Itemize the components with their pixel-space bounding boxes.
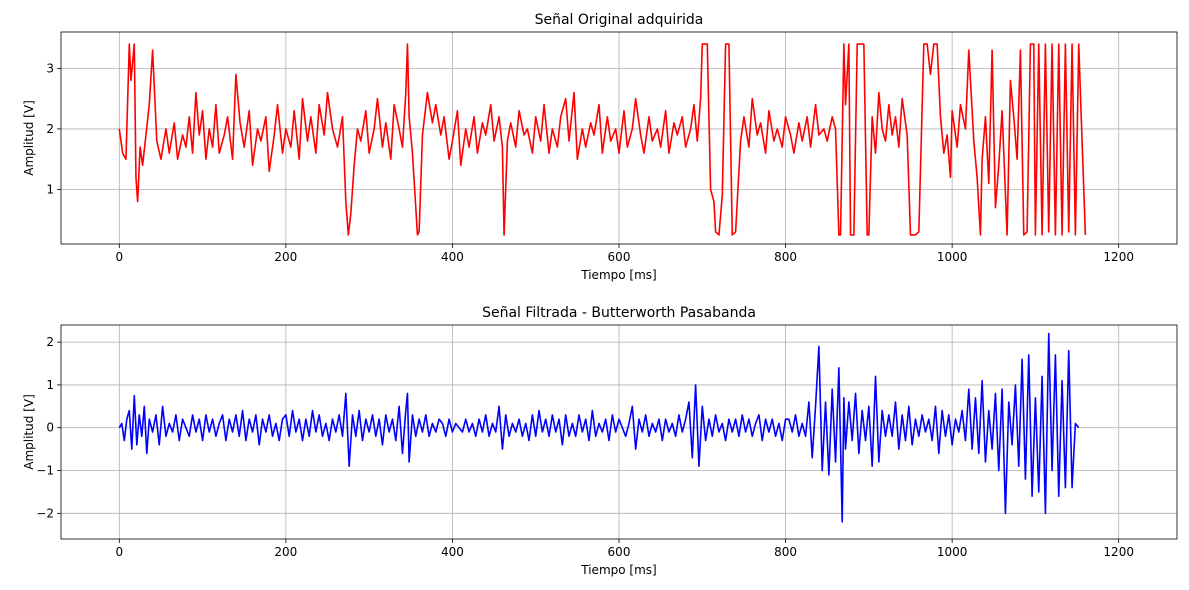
x-tick-label: 0 [115, 545, 123, 559]
x-tick-label: 800 [774, 545, 797, 559]
y-tick-label: 2 [46, 122, 54, 136]
x-tick-label: 600 [608, 545, 631, 559]
x-tick-label: 400 [441, 250, 464, 264]
y-axis-label: Amplitud [V] [22, 100, 36, 176]
x-tick-label: 1000 [937, 545, 968, 559]
series-line-1 [118, 43, 1087, 236]
x-tick-label: 200 [274, 545, 297, 559]
chart-1: 0 200 400 600 800 1000 1200 1 2 3 Señal Original a… [22, 12, 1178, 282]
chart-title: Señal Filtrada - Butterworth Pasabanda [482, 305, 756, 321]
chart-title: Señal Original adquirida [535, 12, 704, 28]
x-tick-label: 1200 [1103, 545, 1134, 559]
y-axis-label: Amplitud [V] [22, 394, 36, 470]
x-tick-label: 400 [441, 545, 464, 559]
x-tick-label: 1000 [937, 250, 968, 264]
series-line-1 [118, 332, 1080, 523]
x-tick-label: 1200 [1103, 250, 1134, 264]
x-tick-label: 200 [274, 250, 297, 264]
y-tick-label: 1 [46, 182, 54, 196]
x-axis-label: Tiempo [ms] [580, 563, 656, 577]
y-tick-label: 1 [46, 378, 54, 392]
y-tick-label: 2 [46, 335, 54, 349]
x-tick-label: 800 [774, 250, 797, 264]
y-tick-label: −2 [36, 506, 54, 520]
chart-2: 0 200 400 600 800 1000 1200 −2 −1 0 1 2 Señal Filtra… [22, 305, 1178, 577]
y-tick-label: 3 [46, 61, 54, 75]
y-tick-label: −1 [36, 464, 54, 478]
x-tick-label: 0 [115, 250, 123, 264]
y-tick-label: 0 [46, 421, 54, 435]
x-tick-label: 600 [608, 250, 631, 264]
x-axis-label: Tiempo [ms] [580, 268, 656, 282]
